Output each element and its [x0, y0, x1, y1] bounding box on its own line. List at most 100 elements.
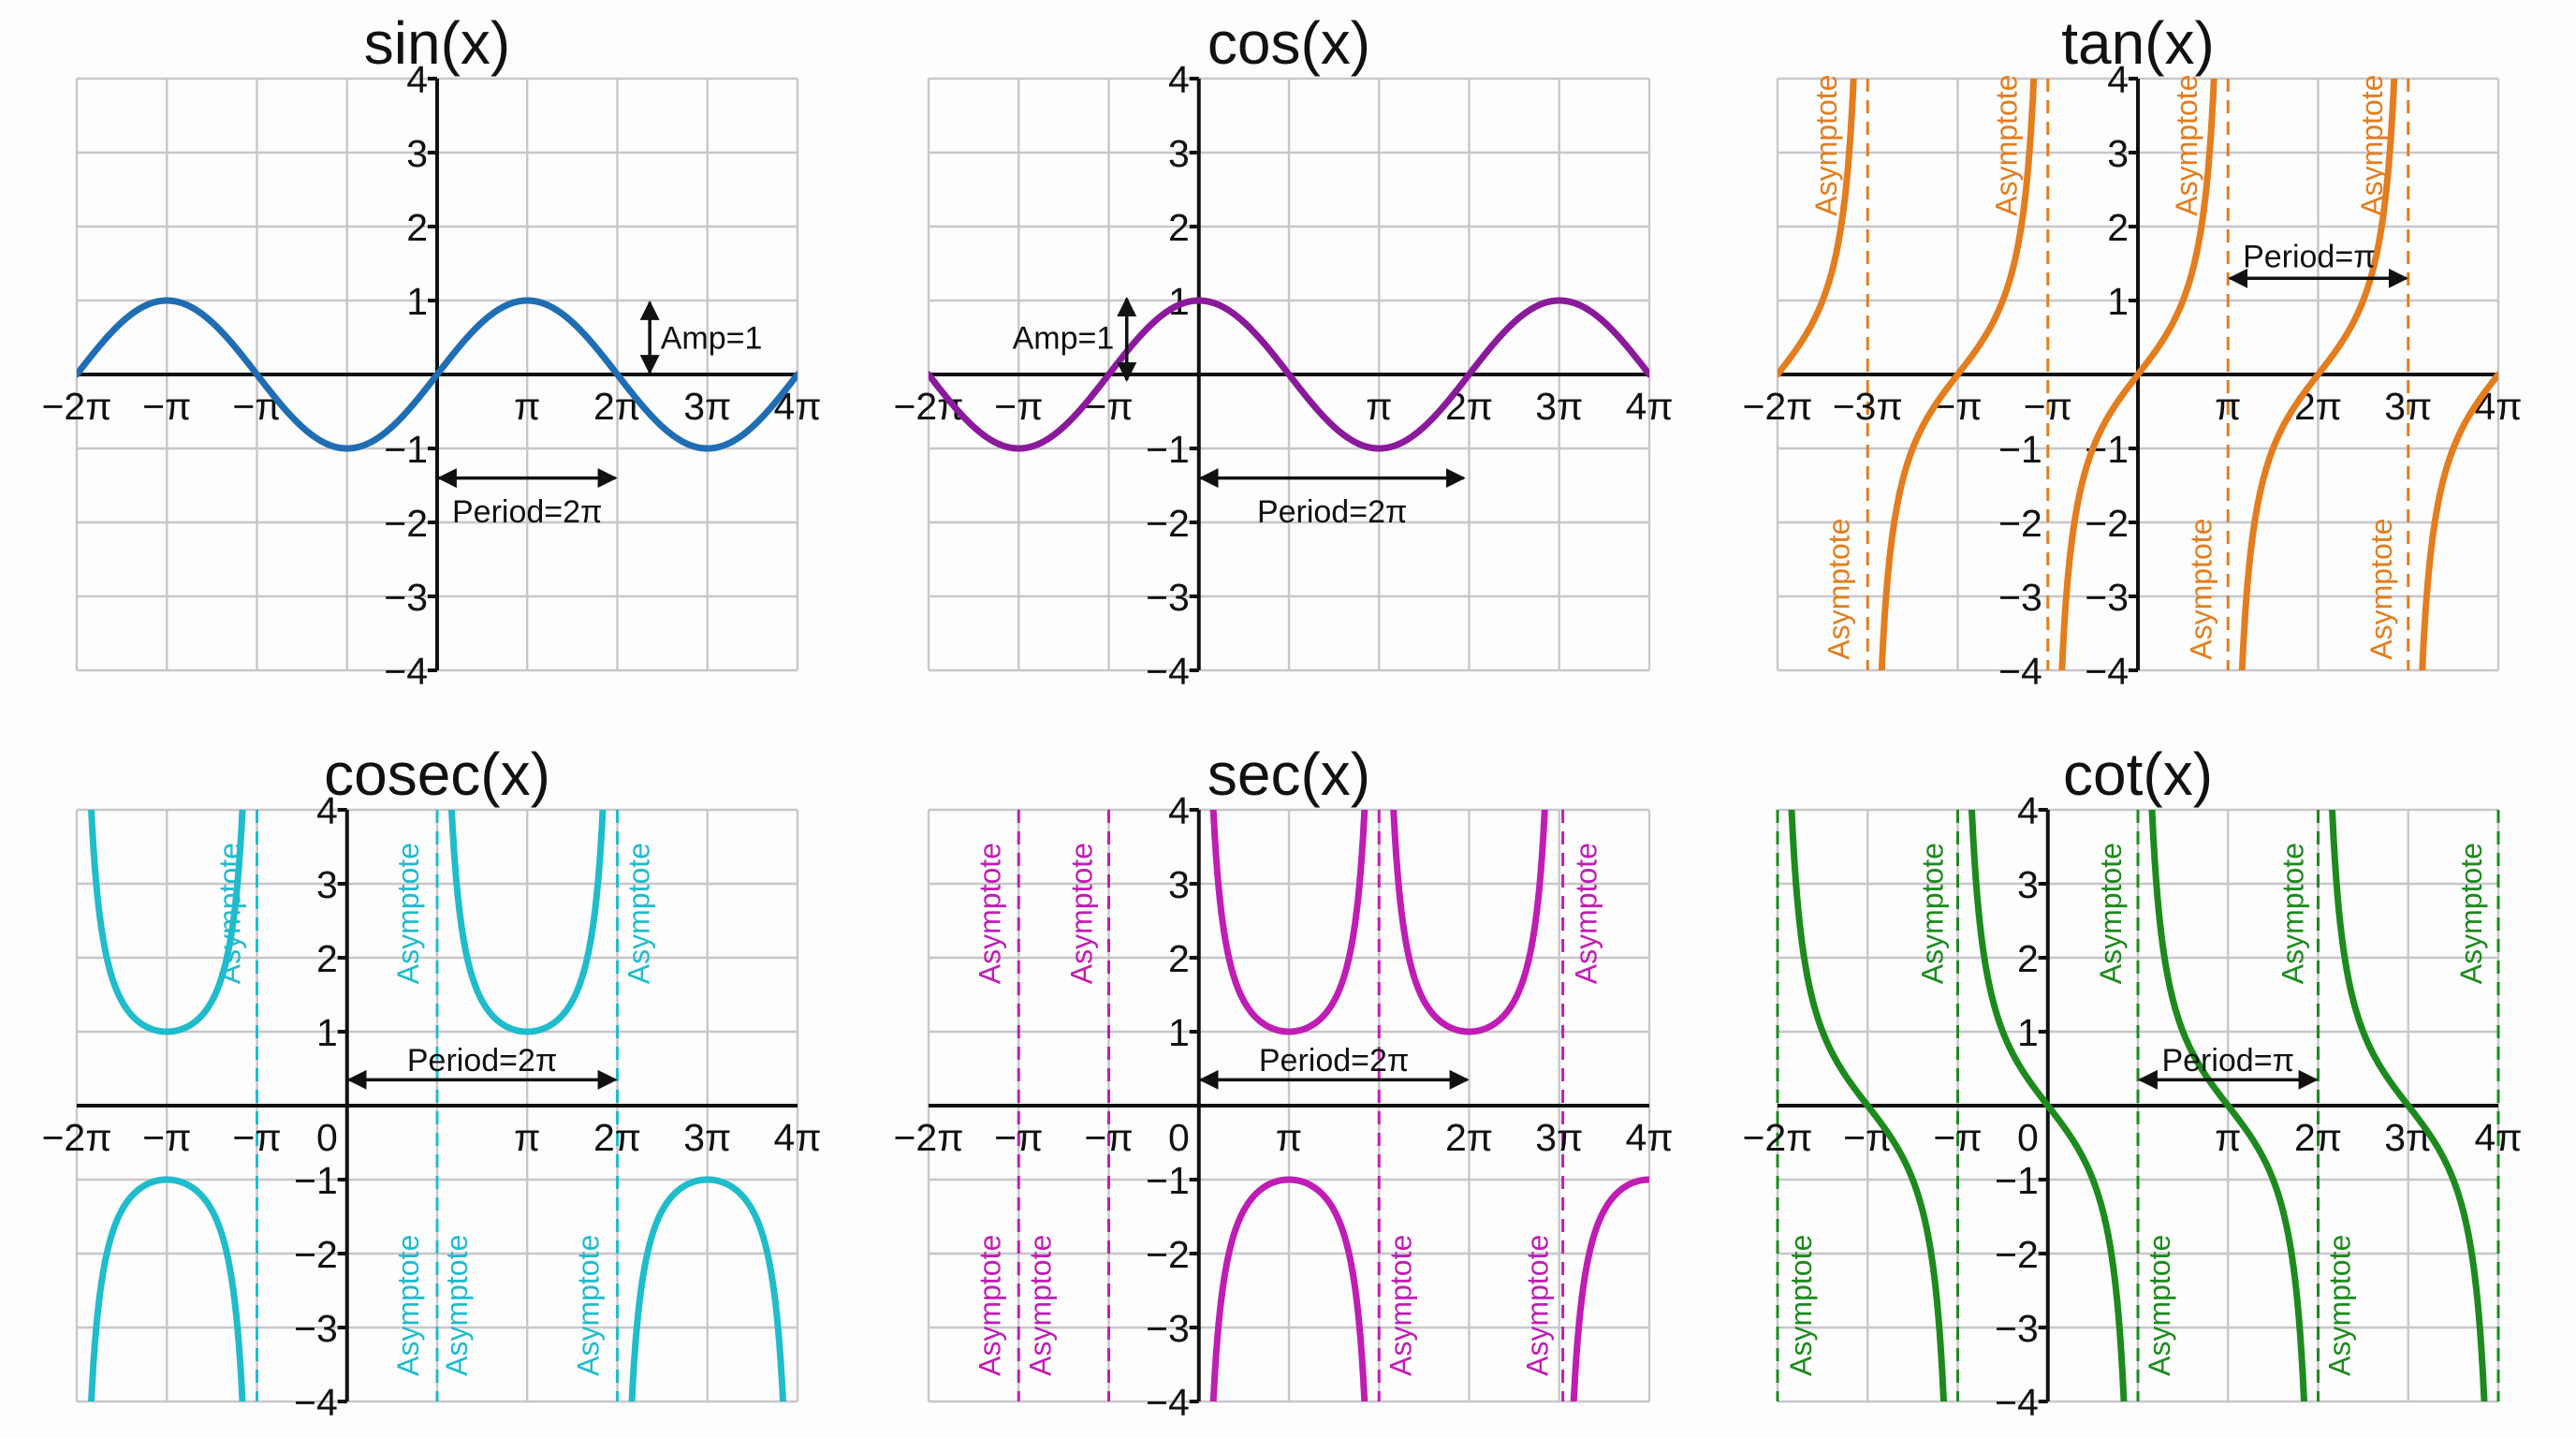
- asymptote-label: Asymptote: [1065, 843, 1099, 984]
- x-tick-label: −π: [994, 385, 1043, 428]
- y-tick-label: −4: [1146, 650, 1190, 693]
- period-label: Period=2π: [407, 1043, 558, 1078]
- y-tick-label: 2: [406, 206, 428, 249]
- x-tick-label: −π: [142, 385, 191, 428]
- curves: [929, 297, 1649, 452]
- y-tick-label: 3: [406, 132, 428, 175]
- y-tick-label: 2: [316, 937, 338, 980]
- panel-title: cos(x): [1208, 9, 1370, 77]
- y-tick-label: −1: [1146, 1159, 1190, 1202]
- period-label: Period=π: [2161, 1043, 2294, 1078]
- y-tick-label: 3: [1168, 132, 1190, 175]
- curve-branch: [87, 1176, 246, 1401]
- y-tick-label: 3: [2017, 863, 2039, 906]
- x-tick-label: 0: [2017, 1116, 2039, 1159]
- curve-branch: [2328, 810, 2488, 1401]
- y-tick-label: −2: [294, 1233, 338, 1276]
- y-tick-label: 2: [1168, 937, 1190, 980]
- y-tick-label: 4: [2107, 58, 2129, 101]
- curve-branch: [2148, 810, 2308, 1401]
- curve-branch: [1209, 810, 1368, 1035]
- tan-curve-branch: [1878, 79, 2038, 670]
- y-tick-label: −3: [1146, 576, 1190, 619]
- x-tick-label: 0: [1168, 1116, 1190, 1159]
- asymptote-label: Asymptote: [2323, 1235, 2357, 1376]
- period-label: Period=2π: [1257, 494, 1408, 530]
- amplitude-label: Amp=1: [661, 321, 763, 357]
- asymptote-label: Asymptote: [1570, 843, 1603, 984]
- asymptote-label: Asymptote: [1521, 1235, 1555, 1376]
- y-tick-label-duplicate: −1: [1998, 428, 2042, 471]
- y-tick-label: −4: [384, 650, 428, 693]
- panel-sec: sec(x) 4 3 2 1 −1 −2 −3 −4 −2π −π −π 0 π 2π 3π 4π Asympto…: [893, 741, 1673, 1424]
- y-tick-label: −3: [294, 1307, 338, 1350]
- asymptote-label: Asymptote: [391, 843, 425, 984]
- curve-branch: [447, 810, 607, 1035]
- y-tick-label: 1: [2017, 1011, 2039, 1054]
- curves: [1788, 810, 2488, 1401]
- curves: [1209, 810, 1649, 1401]
- curve-branch: [1968, 810, 2128, 1401]
- y-tick-label: −4: [2085, 650, 2129, 693]
- period-label: Period=π: [2243, 240, 2376, 275]
- curve-branch: [1570, 1176, 1649, 1401]
- y-tick-label-duplicate: −2: [1998, 502, 2042, 545]
- x-tick-label: 4π: [2474, 1116, 2522, 1159]
- x-tick-label: −2π: [41, 1116, 111, 1159]
- asymptote-label: Asymptote: [1809, 75, 1843, 216]
- y-tick-label: 1: [406, 280, 428, 323]
- panel-cosec: cosec(x)4 3 2 1 −1 −2 −3 −4 −2π −π −π 0 π 2π 3π 4π Asymp…: [41, 741, 821, 1424]
- asymptote-label: Asymptote: [973, 843, 1006, 984]
- y-tick-label: 4: [406, 58, 428, 101]
- y-tick-label: −1: [1995, 1159, 2039, 1202]
- y-tick-label: 2: [2107, 206, 2129, 249]
- panel-title: tan(x): [2061, 9, 2215, 77]
- y-tick-label: −3: [1995, 1307, 2039, 1350]
- panel-title: sec(x): [1208, 741, 1370, 808]
- y-tick-label: −2: [1995, 1233, 2039, 1276]
- period-label: Period=2π: [1259, 1043, 1410, 1078]
- x-tick-label: 4π: [1625, 1116, 1673, 1159]
- curve-branch: [1788, 810, 1948, 1401]
- curve-branch: [628, 1176, 787, 1401]
- x-tick-label: 2π: [593, 1116, 641, 1159]
- x-tick-label: −3π: [1833, 385, 1903, 428]
- x-tick-label: 0: [316, 1116, 338, 1159]
- x-tick-label: 3π: [683, 385, 731, 428]
- asymptote-label: Asymptote: [213, 843, 247, 984]
- y-tick-label: −2: [1146, 502, 1190, 545]
- x-tick-label: 3π: [1535, 1116, 1583, 1159]
- x-tick-label: −π: [1084, 1116, 1133, 1159]
- tan-curve-branch: [2419, 371, 2498, 670]
- y-tick-label: 1: [1168, 1011, 1190, 1054]
- curves: [77, 297, 798, 452]
- y-tick-label: 1: [316, 1011, 338, 1054]
- x-tick-label: 4π: [773, 1116, 821, 1159]
- asymptote-label: Asymptote: [2094, 843, 2128, 984]
- x-tick-label: −π: [994, 1116, 1043, 1159]
- y-tick-label: −4: [1146, 1381, 1190, 1424]
- y-tick-label: 4: [1168, 58, 1190, 101]
- y-tick-label: 1: [2107, 280, 2129, 323]
- asymptote-label: Asymptote: [622, 843, 656, 984]
- panel-title: sin(x): [364, 9, 510, 77]
- asymptote-label: Asymptote: [2454, 843, 2488, 984]
- curve-branch: [87, 810, 246, 1035]
- x-tick-label: π: [2215, 1116, 2241, 1159]
- y-tick-label: −3: [1146, 1307, 1190, 1350]
- x-tick-label: −π: [1843, 1116, 1892, 1159]
- y-tick-label: 3: [316, 863, 338, 906]
- y-tick-label: −4: [294, 1381, 338, 1424]
- asymptote-label: Asymptote: [973, 1235, 1006, 1376]
- asymptote-label: Asymptote: [2184, 519, 2217, 660]
- x-tick-label: −π: [1933, 385, 1982, 428]
- panel-title: cot(x): [2063, 741, 2213, 808]
- tan-curve-branch: [2058, 79, 2217, 670]
- y-tick-label: 3: [1168, 863, 1190, 906]
- asymptote-label: Asymptote: [572, 1235, 606, 1376]
- period-label: Period=2π: [452, 494, 603, 530]
- y-tick-label: −2: [384, 502, 428, 545]
